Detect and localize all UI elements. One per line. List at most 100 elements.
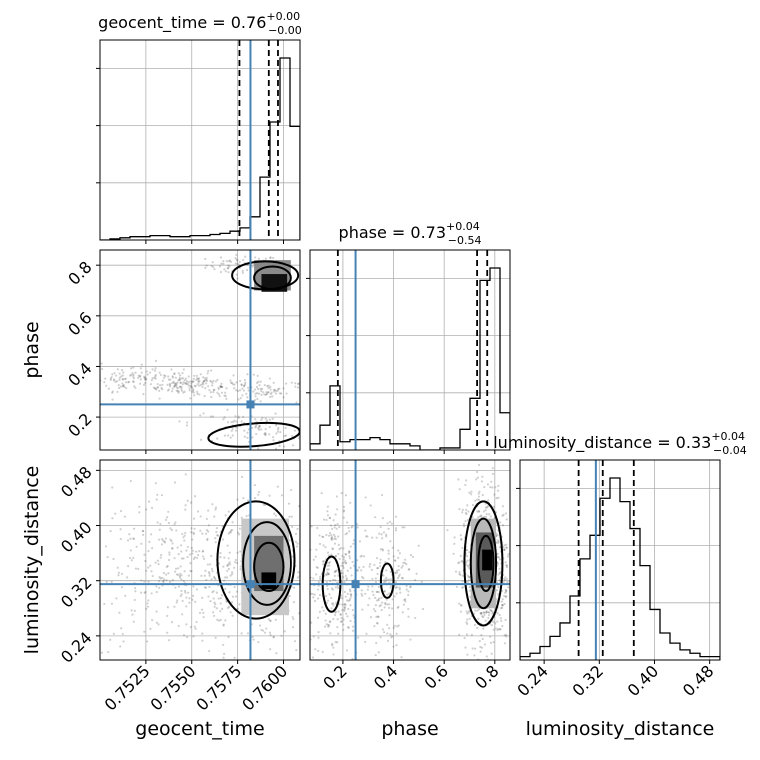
sample-point — [144, 378, 147, 381]
sample-point — [499, 572, 502, 575]
sample-point — [274, 392, 278, 395]
sample-point — [215, 607, 218, 610]
sample-point — [269, 392, 272, 396]
sample-point — [204, 532, 208, 535]
sample-point — [205, 528, 209, 532]
sample-point — [251, 426, 254, 430]
sample-point — [75, 555, 77, 557]
sample-point — [183, 379, 186, 382]
sample-point — [319, 527, 321, 529]
sample-point — [222, 623, 225, 626]
sample-point — [296, 386, 300, 389]
histogram-geocent_time — [100, 57, 300, 240]
sample-point — [187, 384, 190, 387]
sample-point — [137, 374, 140, 377]
sample-point — [293, 640, 297, 643]
sample-point — [485, 655, 488, 658]
sample-point — [373, 625, 376, 628]
sample-point — [183, 589, 187, 593]
sample-point — [219, 618, 222, 622]
sample-point — [349, 590, 352, 593]
sample-point — [126, 576, 129, 579]
sample-point — [483, 611, 486, 615]
sample-point — [167, 558, 171, 562]
sample-point — [330, 596, 333, 600]
sample-point — [212, 575, 216, 579]
sample-point — [184, 473, 187, 476]
sample-point — [256, 374, 259, 377]
sample-point — [238, 527, 241, 530]
sample-point — [152, 386, 155, 389]
sample-point — [349, 566, 352, 570]
sample-point — [143, 591, 146, 594]
sample-point — [474, 647, 477, 650]
sample-point — [193, 384, 196, 388]
sample-point — [480, 612, 483, 615]
sample-point — [349, 593, 353, 596]
sample-point — [505, 518, 508, 521]
sample-point — [514, 600, 516, 602]
sample-point — [468, 575, 471, 579]
sample-point — [505, 565, 509, 569]
sample-point — [223, 652, 226, 655]
sample-point — [323, 625, 327, 628]
sample-point — [401, 564, 404, 567]
sample-point — [191, 598, 194, 601]
y-tick-label: 0.6 — [64, 308, 95, 339]
sample-point — [214, 636, 217, 639]
sample-point — [395, 515, 398, 518]
sample-point — [466, 564, 469, 568]
sample-point — [318, 577, 322, 580]
sample-point — [496, 556, 499, 559]
sample-point — [306, 565, 308, 567]
sample-point — [504, 618, 507, 621]
sample-point — [115, 374, 118, 377]
sample-point — [405, 584, 408, 588]
sample-point — [510, 549, 512, 551]
sample-point — [158, 384, 162, 387]
sample-point — [118, 611, 121, 614]
sample-point — [193, 374, 196, 377]
sample-point — [276, 485, 279, 488]
y-tick-label: 0.8 — [64, 257, 95, 288]
sample-point — [380, 608, 383, 612]
sample-point — [127, 381, 130, 384]
sample-point — [327, 599, 330, 602]
sample-point — [349, 597, 352, 600]
sample-point — [483, 485, 486, 489]
sample-point — [487, 614, 491, 617]
sample-point — [214, 541, 217, 544]
sample-point — [255, 423, 258, 427]
sample-point — [318, 593, 322, 597]
sample-point — [179, 381, 182, 384]
sample-point — [326, 510, 329, 513]
sample-point — [155, 621, 159, 624]
sample-point — [481, 615, 484, 618]
sample-point — [383, 606, 386, 609]
sample-point — [219, 385, 222, 388]
sample-point — [387, 557, 390, 560]
sample-point — [375, 536, 378, 539]
sample-point — [207, 571, 211, 574]
x-axis-label: geocent_time — [135, 718, 264, 740]
sample-point — [343, 590, 347, 594]
sample-point — [184, 591, 187, 594]
sample-point — [269, 256, 272, 259]
sample-point — [274, 618, 277, 621]
title-lower: −0.54 — [448, 234, 482, 247]
sample-point — [194, 627, 197, 630]
sample-point — [269, 619, 272, 622]
sample-point — [226, 564, 229, 567]
sample-point — [192, 380, 195, 383]
sample-point — [458, 602, 461, 605]
sample-point — [463, 636, 466, 640]
sample-point — [200, 574, 203, 577]
sample-point — [116, 390, 119, 394]
sample-point — [397, 605, 400, 608]
sample-point — [71, 521, 73, 523]
sample-point — [307, 555, 309, 557]
sample-point — [347, 607, 350, 611]
sample-point — [154, 367, 157, 370]
sample-point — [264, 393, 268, 396]
sample-point — [297, 437, 300, 440]
